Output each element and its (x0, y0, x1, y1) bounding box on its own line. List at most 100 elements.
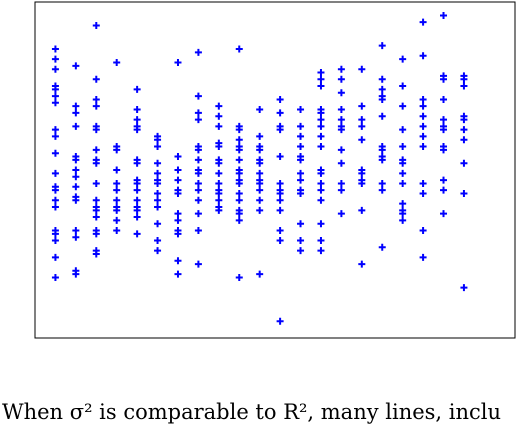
data-point (460, 116, 468, 124)
data-point (174, 257, 182, 265)
data-point (133, 206, 141, 214)
data-point (378, 146, 386, 154)
data-point (194, 179, 202, 187)
data-point (72, 196, 80, 204)
data-point (317, 179, 325, 187)
data-point (154, 169, 162, 177)
data-point (297, 142, 305, 150)
data-point (276, 153, 284, 161)
data-point (113, 226, 121, 234)
data-point (337, 89, 345, 97)
data-point (297, 132, 305, 140)
data-point (297, 122, 305, 130)
data-point (317, 247, 325, 255)
data-point (174, 166, 182, 174)
data-point (72, 109, 80, 117)
caption: When σ² is comparable to R², many lines,… (2, 400, 501, 424)
data-point (174, 210, 182, 218)
data-point (194, 169, 202, 177)
data-point (399, 142, 407, 150)
data-point (256, 132, 264, 140)
data-point (276, 190, 284, 198)
data-point (440, 95, 448, 103)
data-point (358, 116, 366, 124)
data-point (51, 274, 59, 282)
data-point (337, 146, 345, 154)
data-point (174, 176, 182, 184)
data-point (113, 186, 121, 194)
data-point (92, 146, 100, 154)
data-point (154, 196, 162, 204)
data-point (419, 102, 427, 110)
data-point (92, 206, 100, 214)
data-point (194, 196, 202, 204)
data-point (358, 102, 366, 110)
data-point (133, 213, 141, 221)
data-point (297, 176, 305, 184)
data-point (235, 45, 243, 53)
data-point (92, 250, 100, 258)
data-point (317, 116, 325, 124)
data-point (235, 210, 243, 218)
data-point (235, 190, 243, 198)
data-point (460, 82, 468, 90)
data-point (460, 136, 468, 144)
data-point (113, 58, 121, 66)
data-point (440, 186, 448, 194)
data-point (337, 116, 345, 124)
data-point (460, 75, 468, 83)
data-point (133, 196, 141, 204)
data-point (399, 102, 407, 110)
data-point (419, 112, 427, 120)
data-point (297, 247, 305, 255)
data-point (72, 166, 80, 174)
data-point (215, 102, 223, 110)
data-point (154, 142, 162, 150)
data-point (297, 220, 305, 228)
data-point (399, 169, 407, 177)
data-point (92, 179, 100, 187)
data-point (51, 55, 59, 63)
data-point (154, 190, 162, 198)
data-point (92, 75, 100, 83)
data-point (317, 109, 325, 117)
data-point (276, 237, 284, 245)
data-point (399, 55, 407, 63)
data-point (460, 284, 468, 292)
data-point (440, 11, 448, 19)
data-point (256, 146, 264, 154)
data-point (154, 203, 162, 211)
data-point (399, 82, 407, 90)
data-point (276, 196, 284, 204)
data-point (72, 183, 80, 191)
data-point (51, 169, 59, 177)
data-point (235, 169, 243, 177)
data-point (113, 179, 121, 187)
data-point (337, 106, 345, 114)
data-point (297, 169, 305, 177)
data-point (174, 216, 182, 224)
data-point (460, 126, 468, 134)
data-point (51, 253, 59, 261)
data-point (337, 126, 345, 134)
data-point (419, 253, 427, 261)
data-point (399, 159, 407, 167)
data-point (194, 109, 202, 117)
data-point (235, 146, 243, 154)
data-point (337, 65, 345, 73)
data-point (276, 179, 284, 187)
data-point (276, 206, 284, 214)
data-point (317, 132, 325, 140)
plot-frame (34, 1, 516, 339)
data-point (297, 237, 305, 245)
data-point (378, 85, 386, 93)
data-point (317, 220, 325, 228)
data-point (378, 42, 386, 50)
data-point (92, 230, 100, 238)
data-point (194, 48, 202, 56)
data-point (194, 260, 202, 268)
data-point (256, 159, 264, 167)
data-point (235, 126, 243, 134)
data-point (113, 166, 121, 174)
